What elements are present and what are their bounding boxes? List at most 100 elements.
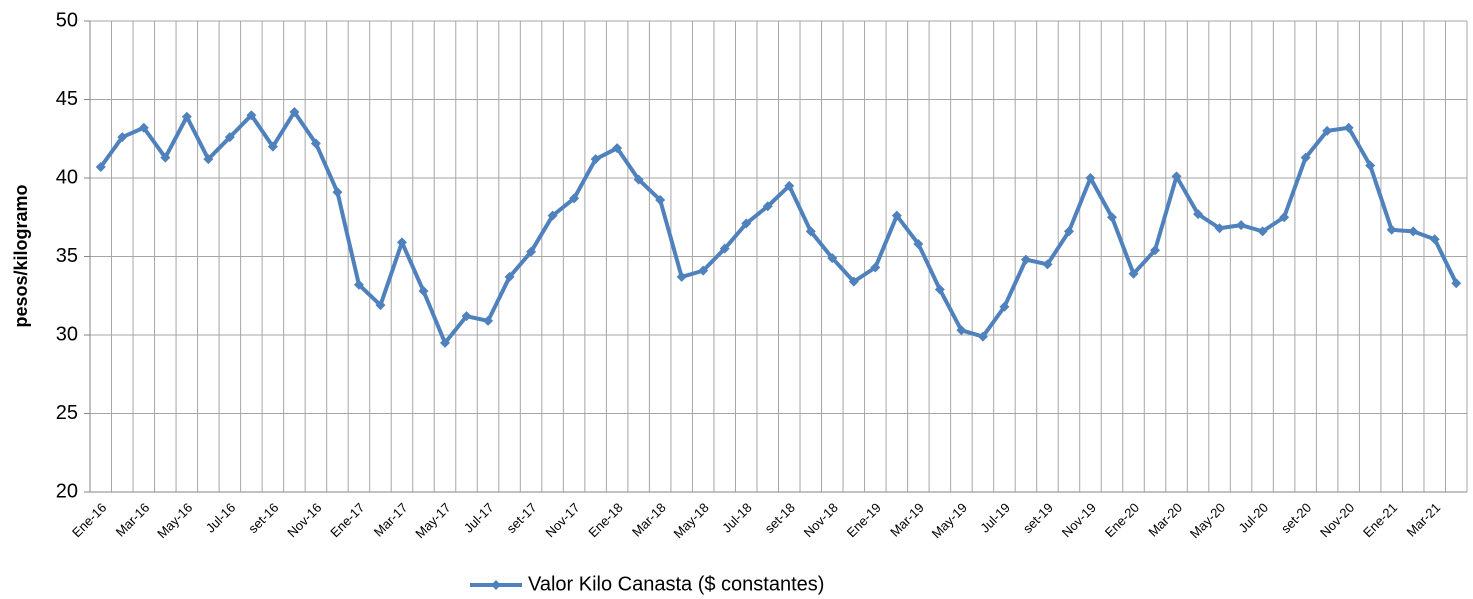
marker bbox=[784, 180, 795, 191]
marker bbox=[246, 110, 257, 121]
marker bbox=[526, 246, 537, 257]
marker bbox=[1451, 278, 1462, 289]
marker bbox=[1106, 212, 1117, 223]
x-tick-label: May-19 bbox=[929, 500, 970, 541]
x-tick-label: Mar-16 bbox=[113, 500, 153, 540]
x-tick-label: set-20 bbox=[1278, 500, 1314, 536]
marker bbox=[461, 311, 472, 322]
x-tick-label: Nov-16 bbox=[284, 500, 324, 540]
marker bbox=[547, 210, 558, 221]
y-tick-label: 50 bbox=[56, 9, 78, 31]
x-tick-label: set-19 bbox=[1020, 500, 1056, 536]
marker bbox=[203, 154, 214, 165]
y-tick-label: 45 bbox=[56, 88, 78, 110]
y-tick-label: 20 bbox=[56, 480, 78, 502]
marker bbox=[160, 152, 171, 163]
marker bbox=[827, 253, 838, 264]
marker bbox=[1063, 226, 1074, 237]
x-tick-label: Jul-17 bbox=[461, 500, 497, 536]
x-tick-label: May-17 bbox=[412, 500, 453, 541]
x-tick-label: Nov-18 bbox=[801, 500, 841, 540]
marker bbox=[1386, 224, 1397, 235]
marker bbox=[848, 276, 859, 287]
x-tick-label: Nov-17 bbox=[542, 500, 582, 540]
y-tick-label: 30 bbox=[56, 323, 78, 345]
x-tick-label: Mar-18 bbox=[629, 500, 669, 540]
x-tick-label: May-18 bbox=[670, 500, 711, 541]
marker bbox=[676, 271, 687, 282]
marker bbox=[310, 138, 321, 149]
x-tick-label: Ene-19 bbox=[844, 500, 884, 540]
legend-marker bbox=[491, 580, 501, 590]
marker bbox=[1279, 212, 1290, 223]
x-tick-label: Ene-20 bbox=[1102, 500, 1142, 540]
marker bbox=[633, 174, 644, 185]
x-tick-label: Ene-16 bbox=[69, 500, 109, 540]
marker bbox=[95, 162, 106, 173]
marker bbox=[1236, 220, 1247, 231]
marker bbox=[1150, 245, 1161, 256]
x-tick-label: Nov-19 bbox=[1059, 500, 1099, 540]
marker bbox=[267, 141, 278, 152]
marker bbox=[483, 315, 494, 326]
marker bbox=[1365, 160, 1376, 171]
marker bbox=[1343, 122, 1354, 133]
marker bbox=[1214, 223, 1225, 234]
y-tick-label: 40 bbox=[56, 166, 78, 188]
x-tick-label: set-16 bbox=[245, 500, 281, 536]
marker bbox=[1171, 171, 1182, 182]
marker bbox=[698, 265, 709, 276]
marker bbox=[289, 107, 300, 118]
x-tick-label: Mar-17 bbox=[371, 500, 411, 540]
marker bbox=[375, 300, 386, 311]
marker bbox=[569, 193, 580, 204]
marker bbox=[138, 122, 149, 133]
marker bbox=[805, 226, 816, 237]
marker bbox=[719, 243, 730, 254]
y-tick-label: 25 bbox=[56, 402, 78, 424]
marker bbox=[1408, 226, 1419, 237]
marker bbox=[1193, 209, 1204, 220]
marker bbox=[504, 271, 515, 282]
marker bbox=[999, 301, 1010, 312]
marker bbox=[1257, 226, 1268, 237]
marker bbox=[977, 331, 988, 342]
x-tick-label: Nov-20 bbox=[1317, 500, 1357, 540]
x-tick-label: set-17 bbox=[503, 500, 539, 536]
x-tick-label: Ene-17 bbox=[327, 500, 367, 540]
marker bbox=[1128, 268, 1139, 279]
marker bbox=[741, 218, 752, 229]
marker bbox=[1322, 125, 1333, 136]
x-tick-label: Jul-16 bbox=[203, 500, 239, 536]
marker bbox=[1042, 259, 1053, 270]
marker bbox=[1020, 254, 1031, 265]
x-tick-label: Ene-18 bbox=[585, 500, 625, 540]
marker bbox=[956, 325, 967, 336]
x-tick-label: Mar-19 bbox=[887, 500, 927, 540]
marker bbox=[353, 279, 364, 290]
y-axis-title: pesos/kilogramo bbox=[11, 184, 31, 327]
marker bbox=[224, 132, 235, 143]
x-tick-label: Jul-20 bbox=[1235, 500, 1271, 536]
marker bbox=[934, 284, 945, 295]
marker bbox=[590, 154, 601, 165]
x-tick-label: Ene-21 bbox=[1360, 500, 1400, 540]
marker bbox=[655, 194, 666, 205]
marker bbox=[1300, 152, 1311, 163]
x-tick-label: Mar-21 bbox=[1404, 500, 1444, 540]
x-tick-label: Jul-18 bbox=[719, 500, 755, 536]
marker bbox=[913, 238, 924, 249]
marker bbox=[117, 132, 128, 143]
marker bbox=[870, 262, 881, 273]
marker bbox=[181, 111, 192, 122]
x-tick-label: Mar-20 bbox=[1145, 500, 1185, 540]
x-tick-label: May-20 bbox=[1187, 500, 1228, 541]
marker bbox=[891, 210, 902, 221]
marker bbox=[396, 237, 407, 248]
marker bbox=[440, 337, 451, 348]
marker bbox=[612, 143, 623, 154]
marker bbox=[332, 187, 343, 198]
marker bbox=[418, 286, 429, 297]
x-tick-label: Jul-19 bbox=[977, 500, 1013, 536]
